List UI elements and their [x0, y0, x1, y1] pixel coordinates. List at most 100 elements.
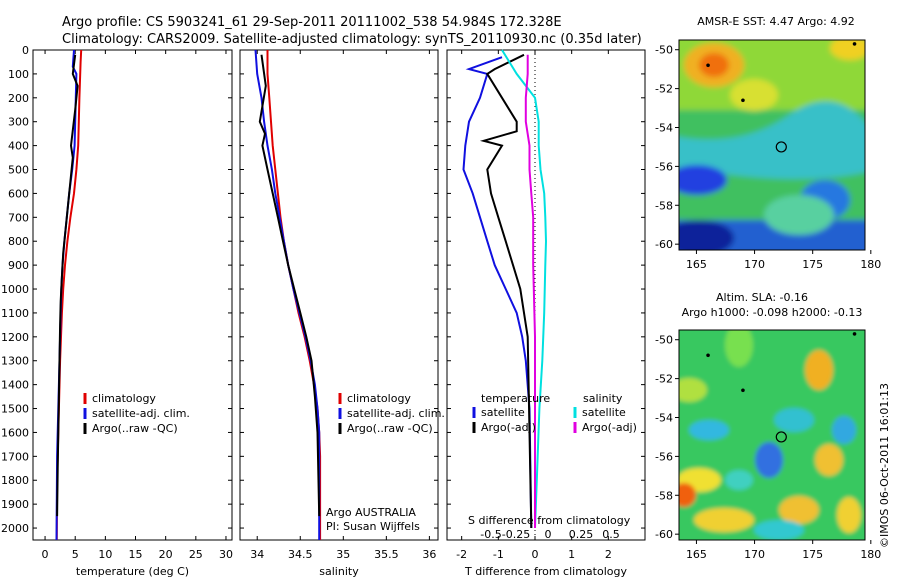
sst-map-ytick-label: -54 [655, 122, 673, 135]
temperature-ytick-label: 1900 [1, 498, 29, 511]
sla-map-frame [678, 329, 866, 541]
salinity-series-climatology [266, 50, 322, 540]
sst-map-ytick-label: -50 [655, 44, 673, 57]
difference-legend-entry-label: Argo(-adj) [481, 421, 536, 434]
sst-map-ytick-label: -58 [655, 199, 673, 212]
sla-map-profile-marker [775, 431, 787, 443]
temperature-legend-entry-label: climatology [92, 392, 156, 405]
salinity-legend-entry-label: satellite-adj. clim. [347, 407, 445, 420]
sst-map-xtick-label: 180 [860, 258, 881, 271]
sla-map-ytick-label: -58 [655, 489, 673, 502]
temperature-ytick-label: 1500 [1, 403, 29, 416]
temperature-ytick-label: 700 [8, 211, 29, 224]
temperature-ytick-label: 100 [8, 68, 29, 81]
temperature-ytick-label: 1800 [1, 474, 29, 487]
salinity-xtick-label: 36 [422, 548, 436, 561]
temperature-legend: climatology satellite-adj. clim. Argo(..ra… [83, 392, 190, 435]
temperature-xtick-label: 10 [98, 548, 112, 561]
difference-legend-entry-label: satellite [582, 406, 626, 419]
header-line-1: Argo profile: CS 5903241_61 29-Sep-2011 … [62, 15, 562, 30]
difference-legend-entry-label: Argo(-adj) [582, 421, 637, 434]
differences-series-t-satellite [462, 56, 533, 529]
differences-xlabel: T difference from climatology [464, 565, 627, 578]
salinity-annotation: PI: Susan Wijffels [326, 520, 420, 533]
temperature-ytick-label: 1300 [1, 355, 29, 368]
sst-map-float-dot [706, 63, 710, 68]
temperature-xlabel: temperature (deg C) [76, 565, 189, 578]
temperature-ytick-label: 400 [8, 140, 29, 153]
temperature-legend-entry-label: Argo(..raw -QC) [92, 422, 178, 435]
temperature-xtick-label: 20 [159, 548, 173, 561]
differences-xtick-label: 1 [568, 548, 575, 561]
sst-map-panel: 165 170 175 180 -50 -52 -54 -56 -58 -60 AMSR-E SST… [655, 15, 881, 271]
sla-map-title: Altim. SLA: -0.16 [716, 291, 808, 304]
sla-map-ytick-label: -60 [655, 528, 673, 541]
differences-xtick-label: 2 [605, 548, 612, 561]
salinity-xlabel: salinity [319, 565, 359, 578]
differences-xtick-label: 0 [532, 548, 539, 561]
difference-legend-entry-label: satellite [481, 406, 525, 419]
sst-map-ytick-label: -52 [655, 83, 673, 96]
salinity-series-argo-raw-qc- [258, 54, 321, 517]
salinity-legend-entry-label: Argo(..raw -QC) [347, 422, 433, 435]
copyright-stamp: ©IMOS 06-Oct-2011 16:01:13 [878, 383, 891, 548]
sst-map-profile-marker [775, 141, 787, 153]
salinity-legend: climatology satellite-adj. clim. Argo(..ra… [338, 392, 445, 435]
sla-map-float-dot [706, 353, 710, 358]
temperature-ytick-label: 1200 [1, 331, 29, 344]
differences-panel: -2 -1 0 1 2 T difference from climatology temp… [446, 49, 646, 578]
temperature-ytick-label: 900 [8, 259, 29, 272]
header-line-2: Climatology: CARS2009. Satellite-adjuste… [62, 32, 642, 47]
sst-map-title: AMSR-E SST: 4.47 Argo: 4.92 [697, 15, 855, 28]
differences-series-t-argo-adj- [479, 53, 533, 529]
temperature-xtick-label: 30 [219, 548, 233, 561]
differences-series-s-argo-adj- [524, 54, 536, 528]
difference-secondary-tick-label: 0.5 [602, 528, 620, 541]
temperature-panel: 0100200300400500600700800900100011001200… [1, 44, 233, 578]
temperature-xtick-label: 25 [189, 548, 203, 561]
temperature-ytick-label: 1600 [1, 426, 29, 439]
sst-map-ytick-label: -56 [655, 160, 673, 173]
temperature-xtick-label: 0 [42, 548, 49, 561]
difference-legend-title: temperature [481, 392, 550, 405]
sla-map-float-dot [741, 388, 745, 393]
difference-legend-title: salinity [583, 392, 623, 405]
salinity-xtick-label: 34.5 [288, 548, 313, 561]
sst-map-xtick-label: 170 [744, 258, 765, 271]
sla-map-ytick-label: -54 [655, 412, 673, 425]
temperature-ytick-label: 500 [8, 164, 29, 177]
sla-map-field [679, 330, 865, 540]
differences-plot-frame [446, 49, 646, 541]
temperature-ytick-label: 800 [8, 235, 29, 248]
salinity-plot-frame [239, 49, 439, 541]
temperature-ytick-label: 300 [8, 116, 29, 129]
difference-secondary-tick-label: 0 [545, 528, 552, 541]
difference-secondary-tick-label: -0.25 [502, 528, 530, 541]
sst-map-frame [678, 39, 866, 251]
sla-map-xtick-label: 165 [686, 548, 707, 561]
temperature-ytick-label: 200 [8, 92, 29, 105]
sla-map-float-dot [852, 332, 857, 336]
salinity-xtick-label: 35.5 [374, 548, 399, 561]
sla-map-ytick-label: -56 [655, 450, 673, 463]
difference-legend: temperature salinitysatelliteArgo(-adj)sa… [472, 392, 637, 434]
differences-xtick-label: -2 [456, 548, 467, 561]
sla-map-ytick-label: -50 [655, 334, 673, 347]
sst-map-ytick-label: -60 [655, 238, 673, 251]
temperature-xtick-label: 5 [72, 548, 79, 561]
sla-map-panel: 165 170 175 180 -50 -52 -54 -56 -58 -60 Altim. SLA… [655, 291, 881, 561]
sla-map-xtick-label: 180 [860, 548, 881, 561]
temperature-ytick-label: 1000 [1, 283, 29, 296]
sla-map-ytick-label: -52 [655, 373, 673, 386]
temperature-series-argo-raw-qc- [56, 54, 79, 517]
sst-map-field [679, 40, 865, 250]
salinity-xtick-label: 34 [250, 548, 264, 561]
sst-map-float-dot [852, 42, 857, 46]
temperature-ytick-label: 0 [22, 44, 29, 57]
sst-map-float-dot [741, 98, 745, 103]
temperature-ytick-label: 600 [8, 187, 29, 200]
salinity-xtick-label: 35 [336, 548, 350, 561]
temperature-legend-entry-label: satellite-adj. clim. [92, 407, 190, 420]
difference-xlabel-secondary: S difference from climatology [468, 514, 631, 527]
